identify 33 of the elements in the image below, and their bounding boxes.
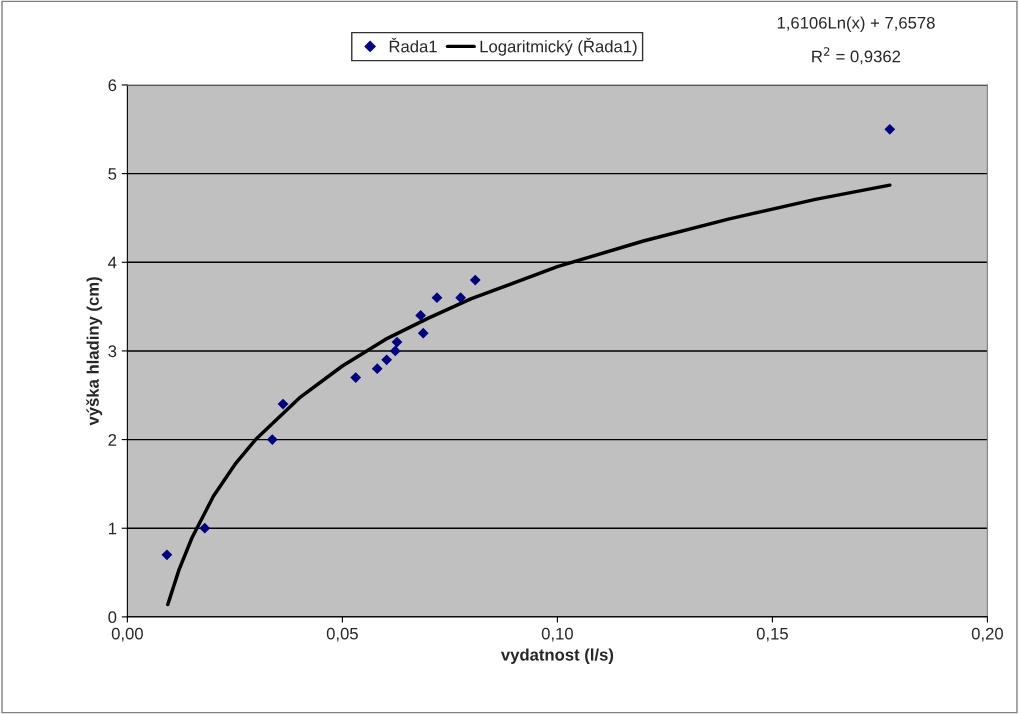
legend-label: Řada1 (389, 37, 437, 53)
point (266, 434, 278, 445)
point (371, 363, 383, 375)
y-tick-label: 3 (108, 345, 117, 358)
y-axis-title: výška hladiny (cm) (86, 277, 103, 426)
y-tick-label: 1 (108, 522, 117, 535)
y-tick-label: 2 (108, 433, 117, 446)
point (277, 398, 289, 410)
text: 1,6106Ln(x) + 7,6578 (777, 16, 935, 33)
point (431, 292, 443, 304)
point (389, 345, 401, 357)
point (350, 372, 362, 383)
point (381, 354, 393, 366)
point (415, 310, 427, 321)
point (417, 327, 429, 339)
point (391, 336, 403, 348)
y-tick-label: 0 (108, 611, 117, 624)
x-axis-title: vydatnost (l/s) (500, 648, 614, 664)
point (469, 274, 481, 286)
point (199, 522, 211, 534)
x-tick-label: 0,00 (111, 627, 143, 642)
y-tick-label: 4 (108, 256, 117, 269)
point (884, 123, 896, 135)
x-tick-label: 0,15 (756, 627, 788, 642)
x-tick-label: 0,20 (971, 627, 1003, 642)
point (455, 292, 467, 304)
y-tick-label: 6 (108, 79, 117, 92)
text: R$^{2}$ = 0,9362 (812, 47, 901, 65)
x-tick-label: 0,05 (326, 627, 358, 642)
y-tick-label: 5 (108, 168, 117, 180)
point (161, 549, 173, 561)
legend-label: Logaritmický (Řada1) (480, 37, 637, 56)
x-tick-label: 0,10 (541, 627, 573, 642)
